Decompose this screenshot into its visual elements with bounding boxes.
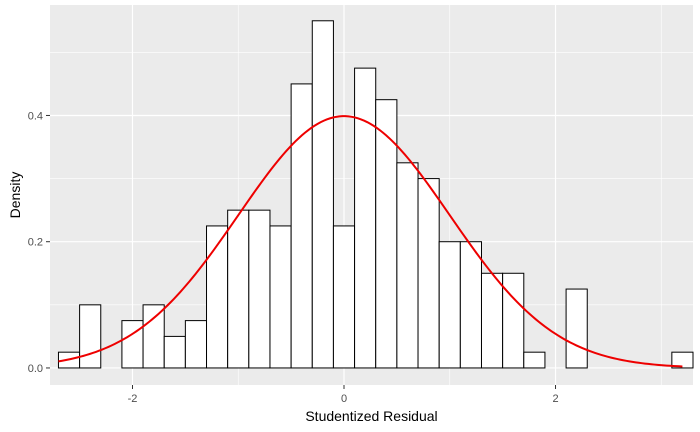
histogram-bar [227,209,250,369]
histogram-bar [480,272,504,369]
histogram-bar [502,272,525,369]
histogram-bar [79,304,102,369]
histogram-bar [163,335,186,369]
histogram-bar [565,288,588,369]
histogram-bar [248,209,271,369]
histogram-bar [206,225,229,369]
histogram-bar [396,162,419,369]
histogram-bar [523,351,546,369]
x-tick-label: 2 [552,393,558,405]
y-axis-ticks: 0.0 0.2 0.4 [28,110,50,375]
x-axis-ticks: -2 0 2 [128,385,559,405]
histogram-bar [142,304,165,369]
y-axis-title: Density [7,172,23,219]
histogram-bar [375,99,398,369]
histogram-bar [290,83,313,369]
y-tick-label: 0.2 [28,237,43,249]
x-tick-label: -2 [128,393,138,405]
histogram-bar [417,178,440,369]
histogram-bar [354,67,377,369]
histogram-bar [184,320,208,369]
y-tick-label: 0.4 [28,110,43,122]
x-tick-label: 0 [341,393,347,405]
histogram-bar [438,241,461,369]
histogram-bar [671,351,694,369]
histogram-bar [332,225,356,369]
histogram-bar [459,241,482,369]
density-curve [58,115,683,368]
histogram-bar [269,225,292,369]
histogram-bar [311,20,334,369]
y-tick-label: 0.0 [28,363,43,375]
x-axis-title: Studentized Residual [305,408,437,424]
